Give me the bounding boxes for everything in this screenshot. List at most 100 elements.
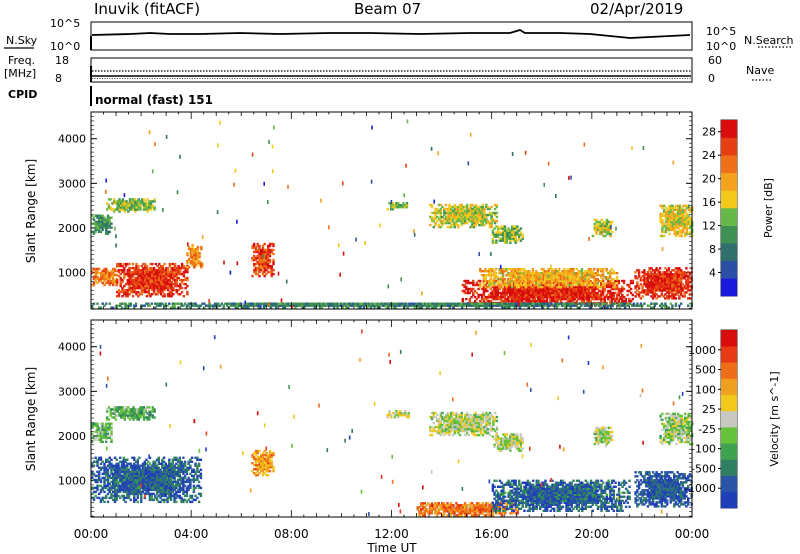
freq-tick-high: 18	[55, 54, 69, 67]
power-colorbar-segment	[721, 208, 737, 226]
power-echo-patch	[116, 262, 189, 298]
vel-colorbar-segment	[721, 346, 737, 363]
x-tick-label: 16:00	[474, 527, 509, 541]
power-colorbar-segment	[721, 243, 737, 262]
power-echo-patch	[491, 225, 524, 244]
vel-colorbar-segment	[721, 491, 737, 509]
power-echo-patch	[186, 243, 203, 269]
power-colorbar-tick: 16	[702, 196, 716, 209]
noise-tick-low-right: 10^0	[706, 40, 736, 53]
power-panel: Slant Range [km] 1000 2000 3000 4000 4 8 12 16…	[24, 111, 775, 310]
power-colorbar-tick: 24	[702, 149, 716, 162]
power-echo-patch	[106, 198, 156, 213]
power-echo-patch	[91, 302, 693, 309]
vel-echo-patch	[91, 456, 203, 504]
vel-colorbar-segment	[721, 459, 737, 476]
power-echo-patch	[91, 214, 113, 235]
station-title: Inuvik (fitACF)	[94, 0, 201, 18]
power-colorbar-segment	[721, 172, 737, 191]
x-tick-label: 20:00	[575, 527, 610, 541]
power-ytick-label: 4000	[58, 133, 86, 146]
power-scatter-echoes	[105, 119, 690, 310]
velocity-panel: Slant Range [km] 1000 2000 3000 4000 1000 50…	[24, 319, 781, 518]
vel-echo-patch	[429, 411, 499, 437]
vel-echo-patch	[91, 422, 113, 443]
cpid-row: CPID normal (fast) 151	[8, 86, 213, 107]
nsearch-label: N.Search	[744, 34, 794, 47]
power-colorbar-segment	[721, 137, 737, 156]
noise-panel: N.Sky 10^5 10^0 10^5 10^0 N.Search	[4, 17, 794, 53]
vel-ytick-label: 4000	[58, 341, 86, 354]
x-axis-label: Time UT	[366, 541, 417, 554]
power-colorbar-tick: 4	[709, 267, 716, 280]
power-colorbar-segment	[721, 155, 737, 174]
power-colorbar-segment	[721, 190, 737, 209]
x-tick-label: 08:00	[274, 527, 309, 541]
power-echo-patch	[251, 242, 275, 278]
power-echo-patch	[386, 202, 409, 211]
power-colorbar-tick: 8	[709, 243, 716, 256]
power-ytick-label: 3000	[58, 177, 86, 190]
freq-tick-low: 8	[55, 72, 62, 85]
power-colorbar-segment	[721, 225, 737, 244]
noise-tick-high-left: 10^5	[50, 17, 80, 30]
x-tick-label: 04:00	[174, 527, 209, 541]
power-echo-patch	[91, 267, 118, 287]
velocity-colorbar-label: Velocity [m s^-1]	[768, 371, 781, 466]
beam-title: Beam 07	[354, 0, 422, 18]
vel-echo-patch	[416, 502, 519, 517]
vel-colorbar-segment	[721, 378, 737, 396]
vel-ytick-label: 3000	[58, 385, 86, 398]
power-colorbar-segment	[721, 278, 737, 297]
power-colorbar-segment	[721, 120, 737, 138]
power-colorbar-segment	[721, 260, 737, 279]
power-colorbar-tick: 12	[702, 220, 716, 233]
power-ytick-label: 1000	[58, 266, 86, 279]
noise-tick-low-left: 10^0	[50, 40, 80, 53]
vel-colorbar-tick: -1000	[684, 482, 716, 495]
x-tick-label: 00:00	[74, 527, 109, 541]
cpid-value: normal (fast) 151	[95, 93, 213, 107]
x-tick-label: 12:00	[374, 527, 409, 541]
power-echo-patch	[659, 204, 694, 238]
freq-panel: Freq. [MHz] 18 8 60 0 Nave	[4, 54, 774, 85]
vel-colorbar-tick: -25	[698, 423, 716, 436]
vel-echo-patch	[386, 410, 410, 419]
vel-colorbar-segment	[721, 475, 737, 493]
power-colorbar-tick: 28	[702, 126, 716, 139]
vel-colorbar-tick: 25	[702, 403, 716, 416]
nsky-label: N.Sky	[6, 34, 38, 47]
vel-colorbar-tick: 500	[695, 364, 716, 377]
vel-echo-patch	[593, 426, 614, 446]
noise-tick-high-right: 10^5	[706, 25, 736, 38]
vel-colorbar-tick: 1000	[688, 344, 716, 357]
nave-tick-low: 0	[708, 72, 715, 85]
nave-label: Nave	[746, 64, 774, 77]
vel-colorbar-tick: -100	[691, 443, 716, 456]
vel-colorbar-segment	[721, 394, 737, 412]
x-tick-label: 00:00	[675, 527, 710, 541]
vel-colorbar-tick: 100	[695, 383, 716, 396]
vel-colorbar-segment	[721, 362, 737, 379]
vel-echo-patch	[106, 406, 156, 421]
power-echo-patch	[429, 203, 499, 229]
vel-colorbar-segment	[721, 330, 737, 347]
vel-echo-patch	[491, 433, 524, 452]
power-colorbar-label: Power [dB]	[762, 178, 775, 238]
nave-tick-high: 60	[708, 54, 722, 67]
power-echo-patch	[479, 268, 619, 289]
vel-ytick-label: 2000	[58, 430, 86, 443]
freq-label: Freq.	[8, 54, 35, 67]
vel-echo-patch	[634, 471, 693, 508]
vel-colorbar-tick: -500	[691, 462, 716, 475]
power-echo-patch	[591, 218, 614, 238]
vel-ytick-label: 1000	[58, 474, 86, 487]
vel-echo-patch	[251, 449, 275, 477]
velocity-ylabel: Slant Range [km]	[24, 367, 38, 471]
vel-echo-patch	[659, 412, 694, 446]
nsky-trace	[91, 29, 691, 39]
vel-scatter-echoes	[96, 329, 684, 518]
power-ylabel: Slant Range [km]	[24, 159, 38, 263]
vel-colorbar-segment	[721, 443, 737, 460]
